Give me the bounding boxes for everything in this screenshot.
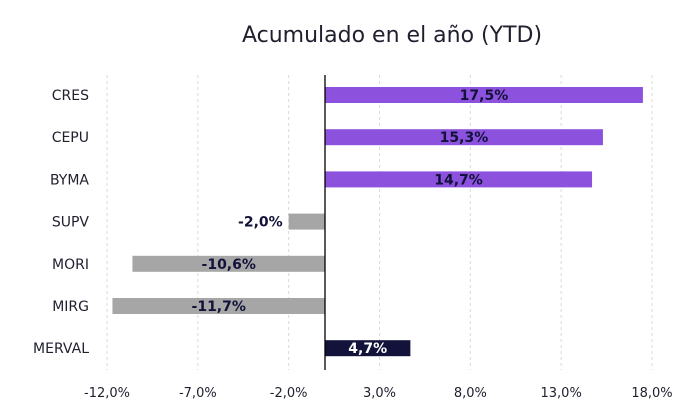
bars: [112, 87, 643, 357]
data-labels: 17,5% 15,3% 14,7% -2,0% -10,6% -11,7% 4,7%: [192, 88, 509, 357]
data-label-byma: 14,7%: [434, 172, 483, 188]
data-label-supv: -2,0%: [238, 215, 283, 231]
data-label-mirg: -11,7%: [192, 299, 246, 315]
bar-cepu: [325, 129, 603, 146]
category-label-cres: CRES: [52, 88, 89, 104]
chart-title: Acumulado en el año (YTD): [242, 23, 542, 48]
bar-byma: [325, 171, 593, 188]
data-label-mori: -10,6%: [202, 257, 256, 273]
category-labels: CRES CEPU BYMA SUPV MORI MIRG MERVAL: [33, 88, 89, 357]
category-label-byma: BYMA: [50, 172, 89, 188]
bar-merval: [325, 340, 411, 357]
bar-cres: [325, 87, 643, 103]
x-tick-label: 8,0%: [454, 386, 487, 401]
x-tick-label: 13,0%: [541, 386, 582, 401]
category-label-mirg: MIRG: [52, 299, 89, 315]
bar-supv: [288, 213, 325, 230]
x-tick-label: -12,0%: [84, 386, 130, 401]
x-tick-labels: -12,0% -7,0% -2,0% 3,0% 8,0% 13,0% 18,0%: [84, 386, 673, 401]
data-label-cres: 17,5%: [460, 88, 509, 104]
category-label-supv: SUPV: [52, 215, 90, 231]
category-label-merval: MERVAL: [33, 341, 89, 357]
x-tick-label: 18,0%: [631, 386, 672, 401]
category-label-cepu: CEPU: [52, 130, 89, 146]
x-tick-label: -7,0%: [179, 386, 217, 401]
x-tick-label: -2,0%: [270, 386, 308, 401]
data-label-cepu: 15,3%: [440, 130, 489, 146]
x-tick-label: 3,0%: [363, 386, 396, 401]
category-label-mori: MORI: [52, 257, 89, 273]
data-label-merval: 4,7%: [348, 341, 387, 357]
bar-mori: [132, 255, 325, 272]
grid-lines: [106, 75, 653, 370]
bar-mirg: [112, 298, 325, 314]
